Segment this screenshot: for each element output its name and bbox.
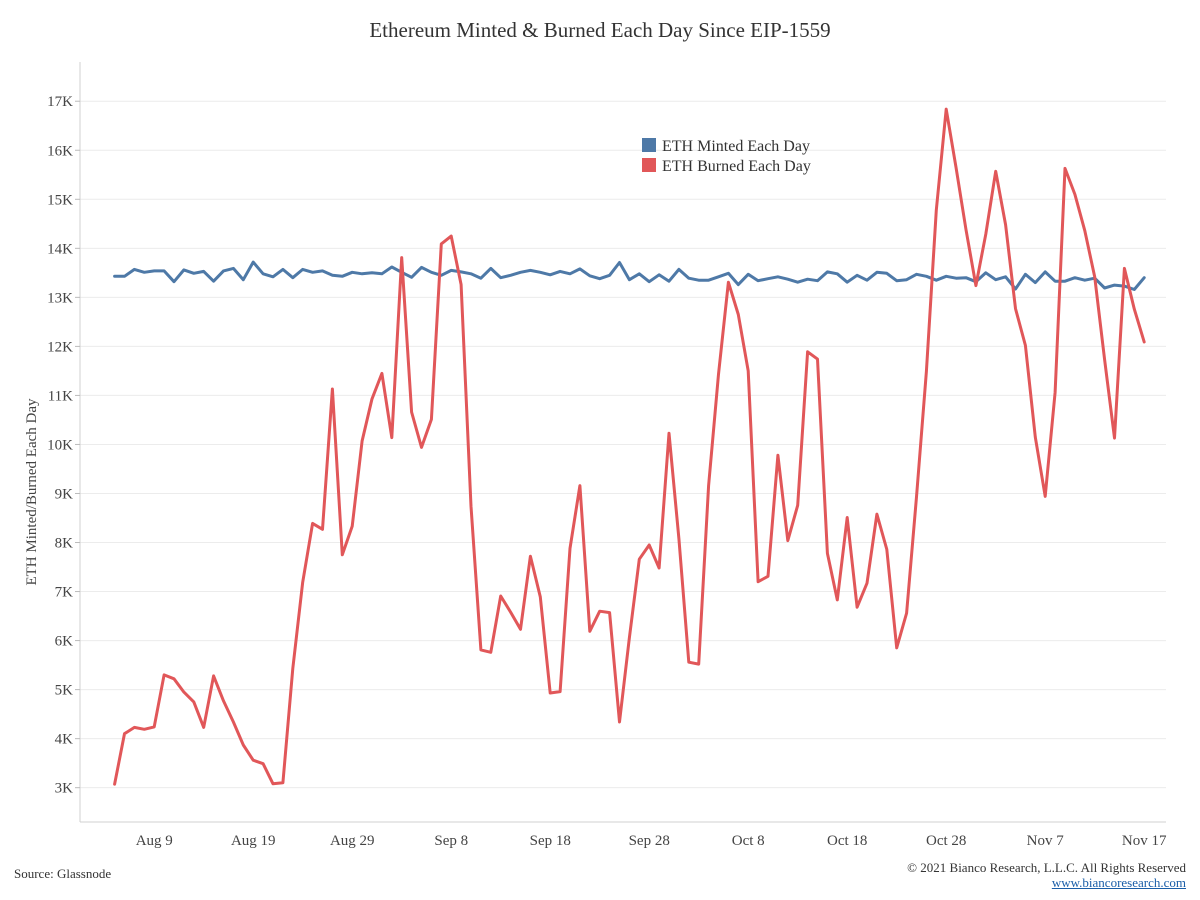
series-line-minted bbox=[113, 260, 1146, 291]
y-tick-label: 4K bbox=[55, 732, 74, 748]
y-tick-label: 12K bbox=[47, 339, 73, 355]
legend-swatch-burned bbox=[642, 158, 656, 172]
y-tick-label: 7K bbox=[55, 585, 74, 601]
legend-label-burned: ETH Burned Each Day bbox=[662, 158, 811, 175]
series-line-burned bbox=[113, 107, 1146, 786]
series-lines bbox=[113, 107, 1146, 786]
legend: ETH Minted Each Day ETH Burned Each Day bbox=[642, 138, 811, 175]
y-tick-label: 3K bbox=[55, 781, 74, 797]
y-tick-label: 15K bbox=[47, 192, 73, 208]
x-tick-label: Oct 28 bbox=[926, 833, 966, 849]
x-tick-label: Sep 8 bbox=[434, 833, 468, 849]
x-tick-label: Oct 18 bbox=[827, 833, 867, 849]
x-tick-label: Sep 18 bbox=[530, 833, 571, 849]
x-axis-ticks: Aug 9 Aug 19 Aug 29 Sep 8 Sep 18 Sep 28 Oct 8 O… bbox=[136, 833, 1167, 849]
x-tick-label: Nov 17 bbox=[1122, 833, 1167, 849]
legend-label-minted: ETH Minted Each Day bbox=[662, 138, 810, 155]
x-tick-label: Aug 19 bbox=[231, 833, 276, 849]
y-tick-label: 5K bbox=[55, 683, 74, 699]
y-axis-ticks: 3K 4K 5K 6K 7K 8K 9K 10K 11K 12K 13K 14K 15K 16K 17K bbox=[47, 94, 80, 797]
copyright-text: © 2021 Bianco Research, L.L.C. All Right… bbox=[907, 860, 1186, 875]
y-tick-label: 17K bbox=[47, 94, 73, 110]
x-tick-label: Aug 9 bbox=[136, 833, 173, 849]
legend-swatch-minted bbox=[642, 138, 656, 152]
axes bbox=[79, 62, 1166, 823]
y-tick-label: 11K bbox=[48, 388, 73, 404]
y-tick-label: 10K bbox=[47, 437, 73, 453]
y-tick-label: 13K bbox=[47, 290, 73, 306]
website-link[interactable]: www.biancoresearch.com bbox=[1051, 875, 1186, 890]
y-tick-label: 14K bbox=[47, 241, 73, 257]
x-tick-label: Nov 7 bbox=[1027, 833, 1065, 849]
y-tick-label: 9K bbox=[55, 486, 74, 502]
source-note: Source: Glassnode bbox=[14, 866, 112, 881]
chart-title: Ethereum Minted & Burned Each Day Since … bbox=[369, 18, 831, 42]
gridlines bbox=[80, 100, 1166, 789]
y-tick-label: 8K bbox=[55, 536, 74, 552]
copyright-block: © 2021 Bianco Research, L.L.C. All Right… bbox=[907, 860, 1186, 890]
x-tick-label: Sep 28 bbox=[629, 833, 670, 849]
x-tick-label: Oct 8 bbox=[732, 833, 765, 849]
y-tick-label: 16K bbox=[47, 143, 73, 159]
y-axis-title: ETH Minted/Burned Each Day bbox=[24, 398, 40, 586]
x-tick-label: Aug 29 bbox=[330, 833, 375, 849]
y-tick-label: 6K bbox=[55, 634, 74, 650]
